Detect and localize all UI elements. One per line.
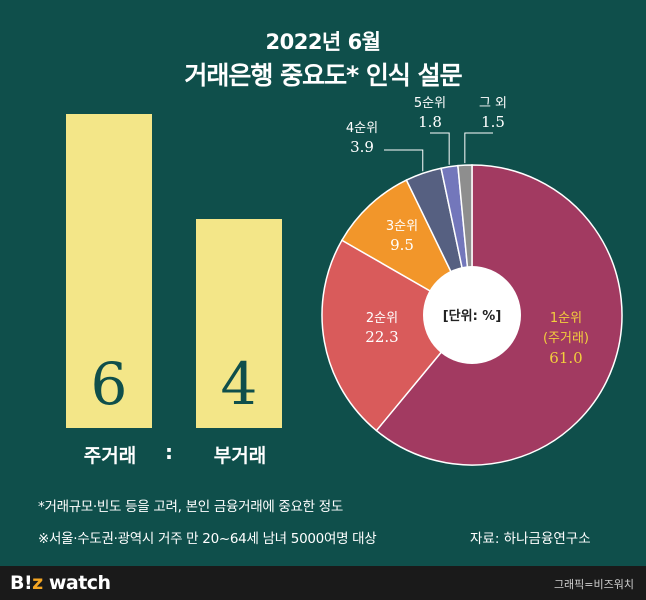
ratio-separator: : [165,440,173,464]
slice-value: 22.3 [365,328,398,346]
bizwatch-logo: B!z watch [10,572,111,594]
slice-value: 1.5 [481,113,505,131]
slice-value: 61.0 [549,349,582,367]
slice-label: 1순위 [550,311,582,326]
slice-value: 9.5 [390,236,414,254]
bar-category-label: 주거래 [83,445,137,467]
source-note: 자료: 하나금융연구소 [470,531,591,547]
leader-line [430,132,450,165]
slice-value: 1.8 [418,113,442,131]
bar-main-bank: 6 [66,114,152,428]
graphic-credit: 그래픽=비즈워치 [553,578,634,591]
bar-sub-bank: 4 [196,218,282,428]
slice-label: 2순위 [366,311,398,326]
donut-hole [423,266,521,364]
bar-value-label: 6 [90,350,128,418]
footer-bar: B!z watch 그래픽=비즈워치 [0,566,646,600]
bar-category-label: 부거래 [213,445,267,467]
slice-sublabel: (주거래) [543,331,589,346]
slice-label: 그 외 [479,96,507,111]
slice-label: 3순위 [386,219,418,234]
chart-title-date: 2022년 6월 [265,30,381,54]
slice-label: 5순위 [414,96,446,111]
footnote: *거래규모·빈도 등을 고려, 본인 금융거래에 중요한 정도 [38,499,344,515]
survey-note: ※서울·수도권·광역시 거주 만 20~64세 남녀 5000여명 대상 [38,531,377,547]
bar-value-label: 4 [220,349,258,418]
slice-label: 4순위 [346,121,378,136]
chart-title: 거래은행 중요도* 인식 설문 [184,61,462,90]
unit-label: [단위: %] [443,308,502,324]
leader-line [384,149,424,172]
pie-slice [321,239,474,432]
slice-value: 3.9 [350,138,374,156]
leader-line [464,132,493,164]
